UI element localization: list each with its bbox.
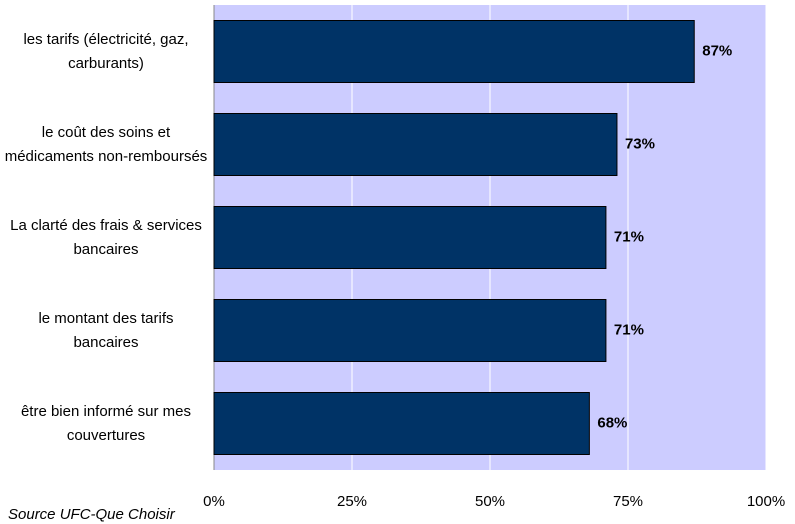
bar xyxy=(213,20,695,83)
source: Source UFC-Que Choisir xyxy=(8,506,175,523)
bar xyxy=(213,206,607,269)
y-tick-label: être bien informé sur mes couvertures xyxy=(20,402,192,444)
y-tick-label: le montant des tarifs bancaires xyxy=(38,309,174,351)
bar xyxy=(213,299,607,362)
y-tick-label: le coût des soins et médicaments non-rem… xyxy=(4,123,208,165)
x-tick-label: 25% xyxy=(337,493,367,510)
x-tick-label: 100% xyxy=(747,493,785,510)
bar xyxy=(213,392,590,455)
x-tick-label: 75% xyxy=(613,493,643,510)
x-tick-label: 0% xyxy=(203,493,225,510)
value-label: 71% xyxy=(614,228,644,245)
value-label: 71% xyxy=(614,321,644,338)
y-tick-label: La clarté des frais & services bancaires xyxy=(10,216,202,258)
value-label: 73% xyxy=(625,135,655,152)
value-label: 87% xyxy=(702,42,732,59)
y-tick-label: les tarifs (électricité, gaz, carburants… xyxy=(23,30,189,72)
bar xyxy=(213,113,618,176)
value-label: 68% xyxy=(597,414,627,431)
x-tick-label: 50% xyxy=(475,493,505,510)
